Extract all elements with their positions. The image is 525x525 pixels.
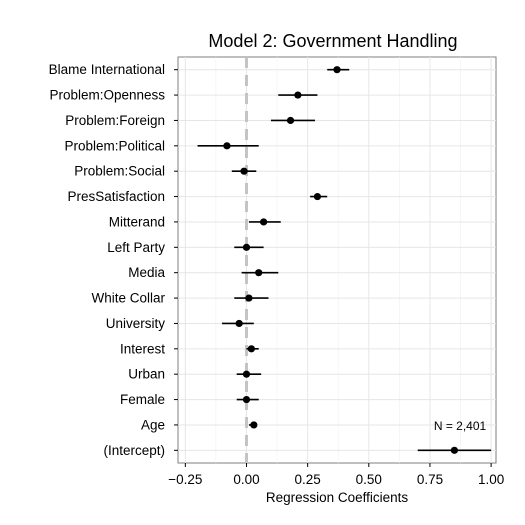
coefficient-point [255,269,263,277]
term-label: Media [128,265,165,280]
term-labels: Blame International Problem:Openness Probl… [49,62,178,458]
term-label: Problem:Social [74,164,165,179]
term-label: Female [120,392,165,407]
term-label: Blame International [49,62,165,77]
term-label: Urban [128,367,165,382]
term-label: Problem:Openness [49,88,165,103]
term-label: Mitterand [109,214,165,229]
term-label: PresSatisfaction [67,189,165,204]
coefficient-point [242,370,251,378]
sample-size-annotation: N = 2,401 [434,419,487,433]
coefficient-point [250,421,258,429]
x-tick-label: −0.25 [168,472,202,487]
coefficient-point [247,345,255,353]
term-label: Problem:Political [64,138,165,153]
coefficient-point [294,91,302,99]
x-tick-label: 0.25 [295,472,321,487]
term-label: Interest [120,341,165,356]
coefficient-point [240,167,248,175]
coefficient-point [242,243,251,251]
plot-panel [177,56,497,464]
coefficient-point [223,142,231,150]
x-tick-label: 0.75 [417,472,443,487]
term-label: Age [141,417,165,432]
term-label: Problem:Foreign [65,113,165,128]
coefficient-point [260,218,268,226]
term-label: (Intercept) [103,443,165,458]
coefficient-point [450,446,459,454]
term-label: University [106,316,166,331]
coefficient-point [245,294,253,302]
chart-title: Model 2: Government Handling [208,31,457,51]
coefficient-marks [197,66,492,454]
coefficient-point [242,395,251,404]
term-label: White Collar [91,291,165,306]
coefficient-point [313,192,322,201]
coefficient-point [286,116,295,125]
grid-lines [178,57,496,463]
coefficient-point [333,66,341,74]
x-axis-label: Regression Coefficients [266,490,409,505]
coefficient-point [235,319,243,328]
x-axis-ticks: −0.25 0.00 0.25 0.50 0.75 1.00 [168,463,504,487]
x-tick-label: 1.00 [478,472,504,487]
x-tick-label: 0.00 [233,472,259,487]
term-label: Left Party [107,240,165,255]
x-tick-label: 0.50 [356,472,382,487]
